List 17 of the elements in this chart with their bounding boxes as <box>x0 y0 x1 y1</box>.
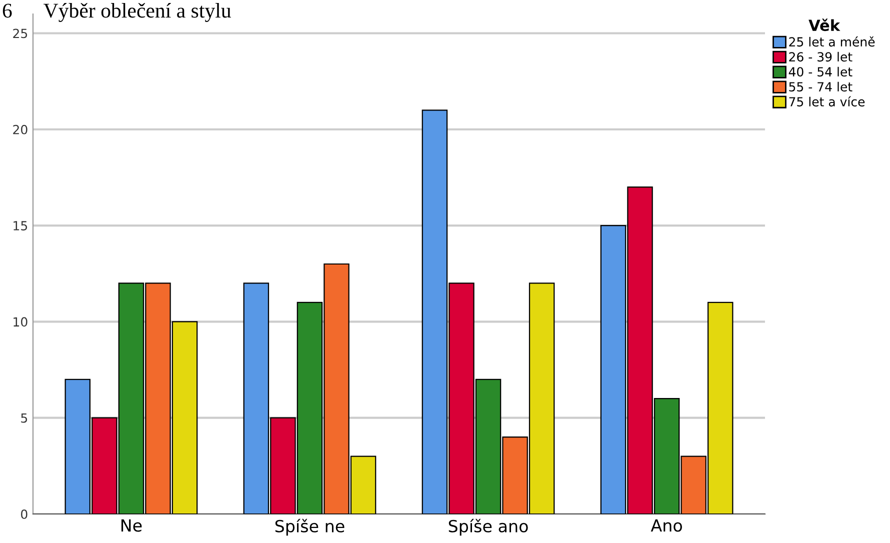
x-tick-label: Spíše ne <box>275 518 344 536</box>
x-tick-label: Spíše ano <box>448 518 528 536</box>
y-tick-label: 25 <box>13 28 28 38</box>
y-tick-label: 0 <box>21 509 28 519</box>
legend-label: 55 - 74 let <box>789 82 852 92</box>
legend-label: 75 let a více <box>789 96 865 106</box>
y-tick-label: 20 <box>13 124 28 134</box>
legend-title: Věk <box>808 18 840 32</box>
legend-label: 40 - 54 let <box>788 66 852 77</box>
y-tick-label: 15 <box>14 221 28 230</box>
y-tick-label: 10 <box>14 317 28 327</box>
y-tick-label: 5 <box>21 413 28 423</box>
chart-title: 6 Výběr oblečení a stylu <box>2 3 231 22</box>
x-tick-label: Ne <box>121 519 142 532</box>
legend-label: 25 let a méně <box>789 36 875 47</box>
legend-label: 26 - 39 let <box>789 52 852 62</box>
x-tick-label: Ano <box>650 519 682 532</box>
